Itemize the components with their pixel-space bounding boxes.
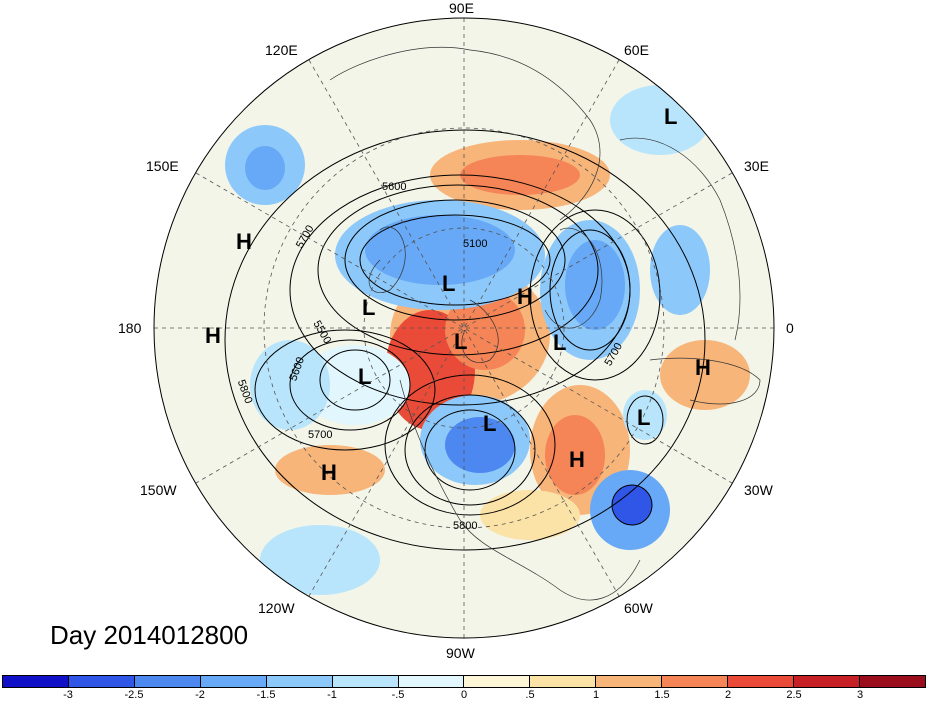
colorbar-swatch [530,676,597,687]
low-center-marker: L [442,271,455,296]
low-center-marker: L [553,330,566,355]
high-center-marker: H [205,323,221,348]
colorbar-tick-label: 1.5 [654,689,670,701]
colorbar-swatch [662,676,729,687]
colorbar-tick-label: -.5 [391,689,405,701]
colorbar-swatch [464,676,531,687]
low-center-marker: L [664,104,677,129]
low-center-marker: L [483,411,496,436]
contour-label: 5600 [382,181,406,193]
lon-label-120w: 120W [258,600,295,616]
colorbar-tick-label: -3 [63,689,73,701]
contour-label: 5800 [453,520,477,532]
high-center-marker: H [236,229,252,254]
lon-label-150e: 150E [146,158,179,174]
lon-label-90e: 90E [449,0,474,16]
anomaly-field [154,18,774,638]
contour-label: 5100 [463,238,487,250]
colorbar-tick-label: .5 [525,689,535,701]
lon-label-60e: 60E [624,42,649,58]
colorbar-swatch [68,676,135,687]
colorbar-swatch [332,676,399,687]
colorbar-swatch [200,676,267,687]
colorbar-tick-label: 0 [460,689,468,701]
colorbar-tick-label: 2.5 [786,689,802,701]
height-contours [224,129,706,551]
colorbar-swatch [728,676,795,687]
colorbar-tick-label: -2 [195,689,205,701]
lon-label-30w: 30W [744,482,773,498]
lon-label-90w: 90W [446,645,475,661]
colorbar-swatch [794,676,860,687]
colorbar-tick-label: 1 [592,689,600,701]
low-center-marker: L [454,329,467,354]
lon-label-60w: 60W [624,600,653,616]
high-center-marker: H [695,355,711,380]
colorbar-swatch [398,676,465,687]
coastlines [329,47,761,601]
pressure-centers: H H H L L L L H L L L H H L L L H [205,104,711,485]
colorbar-tick-label: -2.5 [124,689,144,701]
low-center-marker: L [637,405,650,430]
colorbar-swatch [859,676,925,687]
colorbar-swatch [266,676,333,687]
lon-label-150w: 150W [140,482,177,498]
colorbar-tick-label: -1.5 [256,689,276,701]
graticule [154,18,774,638]
colorbar-tick-label: 2 [724,689,732,701]
high-center-marker: H [517,284,533,309]
colorbar-swatch [596,676,663,687]
map-boundary [153,17,775,639]
lon-label-120e: 120E [265,42,298,58]
lon-label-180: 180 [118,320,142,336]
colorbar-swatch [134,676,201,687]
low-center-marker: L [362,295,375,320]
colorbar-tick-label: 3 [856,689,864,701]
contour-label: 5700 [308,429,332,441]
colorbar-swatch [3,676,69,687]
colorbar [2,675,926,688]
lon-label-0: 0 [786,320,794,336]
low-center-marker: L [358,364,371,389]
lon-label-30e: 30E [744,158,769,174]
colorbar-tick-label: -1 [327,689,337,701]
high-center-marker: H [321,460,337,485]
map-title: Day 2014012800 [50,620,249,650]
high-center-marker: H [569,447,585,472]
